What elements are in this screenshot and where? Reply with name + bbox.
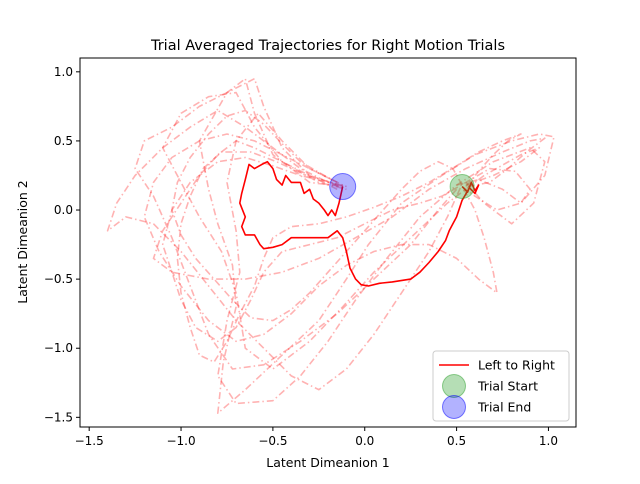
x-axis-ticks: −1.5 −1.0 −0.5 0.0 0.5 1.0 [75, 427, 558, 448]
marker-layer [329, 173, 475, 201]
trial-trajectory-9 [176, 133, 522, 363]
trial-trajectory-3 [134, 77, 458, 370]
y-tick-label: −1.0 [44, 341, 73, 355]
average-trajectory [239, 160, 480, 287]
chart-title: Trial Averaged Trajectories for Right Mo… [150, 38, 505, 54]
x-tick-label: −0.5 [258, 434, 287, 448]
average-trajectory-layer [239, 160, 480, 287]
legend-box [432, 350, 570, 422]
y-axis-ticks: −1.5 −1.0 −0.5 0.0 0.5 1.0 [44, 65, 80, 424]
trial-trajectory-6 [152, 137, 546, 280]
y-tick-label: 0.0 [54, 203, 73, 217]
y-tick-label: 1.0 [54, 65, 73, 79]
legend-start-swatch [442, 374, 466, 398]
x-tick-label: 0.0 [355, 434, 374, 448]
trial-trajectory-2 [217, 112, 546, 405]
plot-frame [79, 57, 577, 428]
trial-trajectory-10 [171, 109, 463, 322]
trial-trajectory-1 [198, 77, 555, 414]
trial-end-marker [329, 173, 357, 201]
y-tick-label: −1.5 [44, 410, 73, 424]
trial-start-marker [449, 174, 475, 200]
trial-trajectory-5 [106, 109, 462, 391]
x-tick-label: 0.5 [447, 434, 466, 448]
trial-trajectory-4 [161, 91, 541, 370]
y-tick-label: −0.5 [44, 272, 73, 286]
legend-label-start: Trial Start [477, 379, 538, 394]
legend: Left to Right Trial Start Trial End [432, 350, 570, 422]
y-axis-label: Latent Dimeanion 2 [15, 180, 30, 304]
legend-label-average: Left to Right [478, 358, 555, 373]
x-axis-label: Latent Dimeanion 1 [266, 455, 390, 470]
x-tick-label: −1.0 [166, 434, 195, 448]
trial-trajectories [106, 77, 555, 414]
legend-end-swatch [442, 395, 466, 419]
x-tick-label: 1.0 [539, 434, 558, 448]
trial-trajectory-7 [143, 133, 498, 343]
x-tick-label: −1.5 [75, 434, 104, 448]
y-tick-label: 0.5 [54, 134, 73, 148]
legend-label-end: Trial End [477, 400, 531, 415]
